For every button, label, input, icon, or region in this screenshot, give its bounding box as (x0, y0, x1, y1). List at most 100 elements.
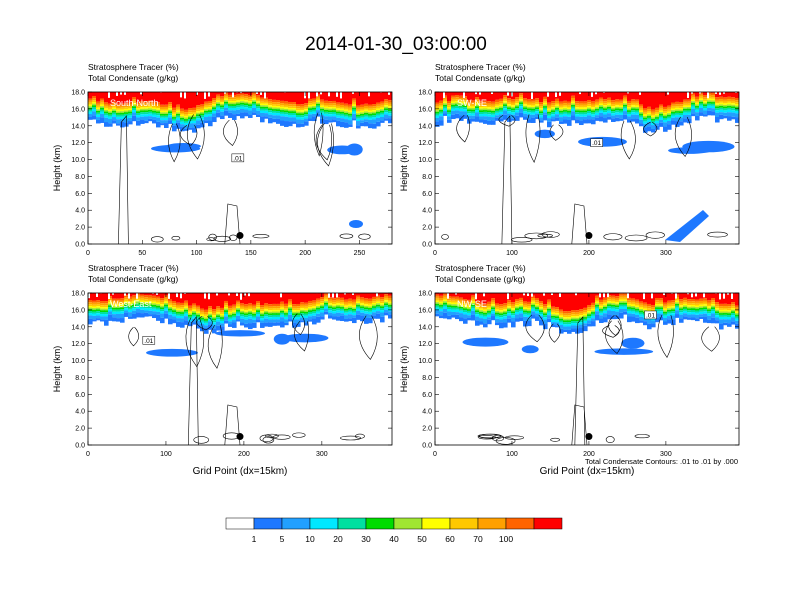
panel-name: West-East (110, 299, 152, 309)
x-tick-label: 150 (245, 250, 257, 257)
y-tick-label: 18.0 (418, 90, 432, 97)
y-tick-label: 4.0 (75, 409, 85, 416)
x-axis-label: Grid Point (dx=15km) (193, 466, 288, 477)
y-tick-label: 2.0 (422, 426, 432, 433)
colorbar-label: 20 (333, 534, 343, 544)
y-tick-label: 8.0 (75, 174, 85, 181)
y-tick-label: 2.0 (422, 225, 432, 232)
condensate-contours (118, 112, 371, 244)
colorbar-swatch (533, 517, 563, 530)
field-label-condensate: Total Condensate (g/kg) (88, 73, 178, 83)
colorbar-swatch (281, 517, 311, 530)
panel-name: South-North (110, 98, 159, 108)
x-tick-label: 0 (433, 451, 437, 458)
contour-note: Total Condensate Contours: .01 to .01 by… (585, 457, 738, 466)
y-tick-label: 2.0 (75, 426, 85, 433)
condensate-contours (441, 114, 728, 244)
y-tick-label: 12.0 (71, 341, 85, 348)
x-tick-label: 200 (238, 451, 250, 458)
contour-label: .01 (144, 338, 153, 345)
colorbar-label: 70 (473, 534, 483, 544)
x-tick-label: 0 (86, 250, 90, 257)
y-tick-label: 12.0 (71, 140, 85, 147)
figure-title: 2014-01-30_03:00:00 (305, 34, 487, 55)
field-label-condensate: Total Condensate (g/kg) (435, 73, 525, 83)
x-tick-label: 200 (583, 250, 595, 257)
colorbar-swatch (477, 517, 507, 530)
y-axis-label: Height (km) (52, 145, 62, 192)
x-tick-label: 300 (660, 250, 672, 257)
condensate-contours (128, 313, 378, 445)
y-tick-label: 14.0 (71, 123, 85, 130)
x-tick-label: 100 (506, 451, 518, 458)
y-tick-label: 18.0 (71, 90, 85, 97)
condensate-contours (477, 314, 720, 445)
field-label-tracer: Stratosphere Tracer (%) (88, 263, 179, 273)
y-tick-label: 6.0 (422, 191, 432, 198)
location-marker (236, 433, 244, 441)
y-tick-label: 4.0 (422, 208, 432, 215)
tracer-field: .01 (435, 92, 739, 244)
colorbar-swatch (337, 517, 367, 530)
colorbar-label: 30 (361, 534, 371, 544)
y-tick-label: 10.0 (71, 157, 85, 164)
colorbar-swatch (393, 517, 423, 530)
x-axis-label: Grid Point (dx=15km) (540, 466, 635, 477)
colorbar-label: 40 (389, 534, 399, 544)
colorbar-swatch (365, 517, 395, 530)
colorbar-swatch (309, 517, 339, 530)
y-tick-label: 14.0 (418, 123, 432, 130)
y-tick-label: 8.0 (75, 375, 85, 382)
y-tick-label: 8.0 (422, 375, 432, 382)
y-tick-label: 18.0 (418, 291, 432, 298)
tracer-field: .01 (435, 293, 739, 445)
plot-frame (434, 292, 740, 446)
y-tick-label: 16.0 (71, 307, 85, 314)
x-tick-label: 200 (583, 451, 595, 458)
colorbar-swatch (449, 517, 479, 530)
x-tick-label: 100 (191, 250, 203, 257)
x-tick-label: 200 (299, 250, 311, 257)
x-tick-label: 100 (160, 451, 172, 458)
y-tick-label: 6.0 (75, 191, 85, 198)
colorbar-label: 5 (280, 534, 285, 544)
y-axis-label: Height (km) (399, 145, 409, 192)
plot-frame (87, 91, 393, 245)
y-tick-label: 10.0 (418, 157, 432, 164)
y-tick-label: 16.0 (418, 307, 432, 314)
y-tick-label: 0.0 (422, 242, 432, 249)
contour-label: .01 (233, 155, 242, 162)
x-tick-label: 50 (138, 250, 146, 257)
location-marker (585, 232, 593, 240)
x-tick-label: 100 (506, 250, 518, 257)
y-tick-label: 16.0 (418, 106, 432, 113)
panel-name: SW-NE (457, 98, 487, 108)
y-tick-label: 6.0 (422, 392, 432, 399)
y-tick-label: 12.0 (418, 341, 432, 348)
tracer-field: .01 (88, 92, 392, 244)
x-tick-label: 300 (316, 451, 328, 458)
y-tick-label: 0.0 (422, 443, 432, 450)
colorbar-label: 50 (417, 534, 427, 544)
colorbar-swatch (253, 517, 283, 530)
plot-frame (87, 292, 393, 446)
colorbar-label: 60 (445, 534, 455, 544)
colorbar-swatch (421, 517, 451, 530)
field-label-tracer: Stratosphere Tracer (%) (435, 62, 526, 72)
y-tick-label: 8.0 (422, 174, 432, 181)
x-tick-label: 250 (354, 250, 366, 257)
contour-label: .01 (592, 140, 601, 147)
colorbar-label: 1 (252, 534, 257, 544)
field-label-condensate: Total Condensate (g/kg) (435, 274, 525, 284)
y-tick-label: 0.0 (75, 443, 85, 450)
y-tick-label: 14.0 (71, 324, 85, 331)
location-marker (585, 433, 593, 441)
y-tick-label: 12.0 (418, 140, 432, 147)
colorbar-label: 10 (305, 534, 315, 544)
panel-sw-ne: Stratosphere Tracer (%)Total Condensate … (399, 62, 740, 257)
colorbar: 1 5 10 20 30 40 50 60 70 100 (225, 517, 563, 544)
y-tick-label: 0.0 (75, 242, 85, 249)
panel-south-north: Stratosphere Tracer (%)Total Condensate … (52, 62, 393, 257)
y-tick-label: 10.0 (418, 358, 432, 365)
